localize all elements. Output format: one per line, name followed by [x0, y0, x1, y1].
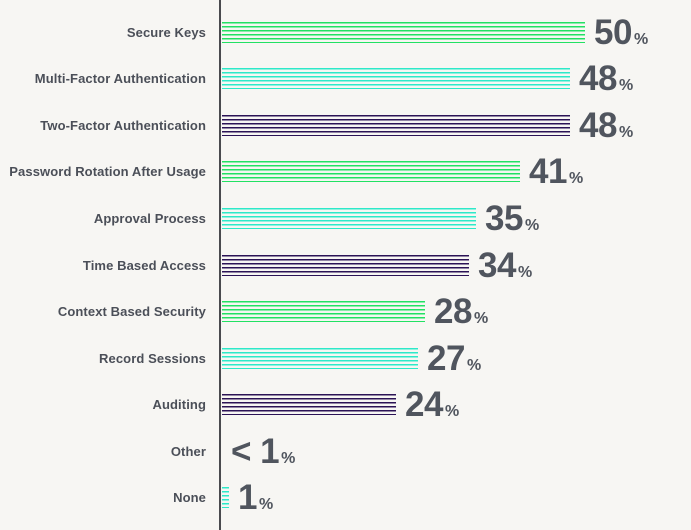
- bar: [222, 347, 418, 369]
- bar: [222, 68, 570, 90]
- chart-row: Record Sessions 27 %: [0, 335, 691, 382]
- value-number: 27: [427, 338, 465, 378]
- bar-area: 27 %: [219, 335, 691, 382]
- y-axis-line: [219, 0, 221, 530]
- category-label: Auditing: [152, 397, 206, 413]
- bar-area: 28 %: [219, 288, 691, 335]
- bar: [222, 114, 570, 136]
- percent-sign: %: [473, 310, 489, 328]
- category-label: Context Based Security: [57, 304, 206, 320]
- bar-area: < 1 %: [219, 428, 691, 475]
- percent-sign: %: [517, 263, 533, 281]
- value-number: 35: [485, 198, 523, 238]
- category-label: Approval Process: [93, 210, 206, 226]
- value-label: 50 %: [594, 15, 648, 50]
- bar: [222, 207, 476, 229]
- value-label: 1 %: [238, 480, 273, 515]
- chart-row: Approval Process 35 %: [0, 195, 691, 242]
- bar: [222, 254, 469, 276]
- percent-sign: %: [444, 403, 460, 421]
- category-label: Two-Factor Authentication: [40, 117, 206, 133]
- value-label: 24 %: [405, 387, 459, 422]
- value-label: 41 %: [529, 154, 583, 189]
- percent-sign: %: [568, 170, 584, 188]
- bar: [222, 487, 229, 509]
- chart-row: Multi-Factor Authentication 48 %: [0, 56, 691, 103]
- percent-sign: %: [618, 77, 634, 95]
- bar-area: 1 %: [219, 474, 691, 521]
- bar-area: 34 %: [219, 242, 691, 289]
- value-label: 35 %: [485, 201, 539, 236]
- bar: [222, 21, 585, 43]
- value-number: 24: [405, 385, 443, 425]
- category-label: Secure Keys: [126, 24, 206, 40]
- percent-sign: %: [281, 449, 296, 467]
- chart-row: Auditing 24 %: [0, 381, 691, 428]
- category-label: None: [173, 490, 206, 506]
- percent-sign: %: [618, 123, 634, 141]
- value-number: < 1: [231, 431, 280, 471]
- value-label: < 1 %: [231, 434, 295, 469]
- percent-sign: %: [466, 356, 482, 374]
- percent-sign: %: [633, 30, 649, 48]
- value-label: 48 %: [579, 61, 633, 96]
- bar-area: 48 %: [219, 56, 691, 103]
- percent-sign: %: [258, 496, 274, 514]
- bar-area: 41 %: [219, 149, 691, 196]
- category-label: Time Based Access: [82, 257, 206, 273]
- value-number: 1: [238, 478, 257, 518]
- value-number: 48: [579, 59, 617, 99]
- value-number: 50: [594, 12, 632, 52]
- value-label: 28 %: [434, 294, 488, 329]
- category-label: Other: [170, 443, 206, 459]
- bar-area: 48 %: [219, 102, 691, 149]
- percent-sign: %: [524, 216, 540, 234]
- bar-area: 35 %: [219, 195, 691, 242]
- value-label: 34 %: [478, 248, 532, 283]
- value-number: 28: [434, 292, 472, 332]
- category-label: Record Sessions: [99, 350, 206, 366]
- bar: [222, 394, 396, 416]
- value-number: 48: [579, 105, 617, 145]
- value-number: 34: [478, 245, 516, 285]
- chart-row: None 1 %: [0, 474, 691, 521]
- category-label: Password Rotation After Usage: [9, 164, 206, 180]
- chart-row: Two-Factor Authentication 48 %: [0, 102, 691, 149]
- chart-row: Secure Keys 50 %: [0, 9, 691, 56]
- chart-row: Other < 1 %: [0, 428, 691, 475]
- bar: [222, 301, 425, 323]
- value-number: 41: [529, 152, 567, 192]
- value-label: 48 %: [579, 108, 633, 143]
- bar-area: 50 %: [219, 9, 691, 56]
- bar: [222, 161, 520, 183]
- category-label: Multi-Factor Authentication: [34, 71, 206, 87]
- bar-area: 24 %: [219, 381, 691, 428]
- chart-row: Password Rotation After Usage 41 %: [0, 149, 691, 196]
- chart-row: Time Based Access 34 %: [0, 242, 691, 289]
- chart-row: Context Based Security 28 %: [0, 288, 691, 335]
- value-label: 27 %: [427, 341, 481, 376]
